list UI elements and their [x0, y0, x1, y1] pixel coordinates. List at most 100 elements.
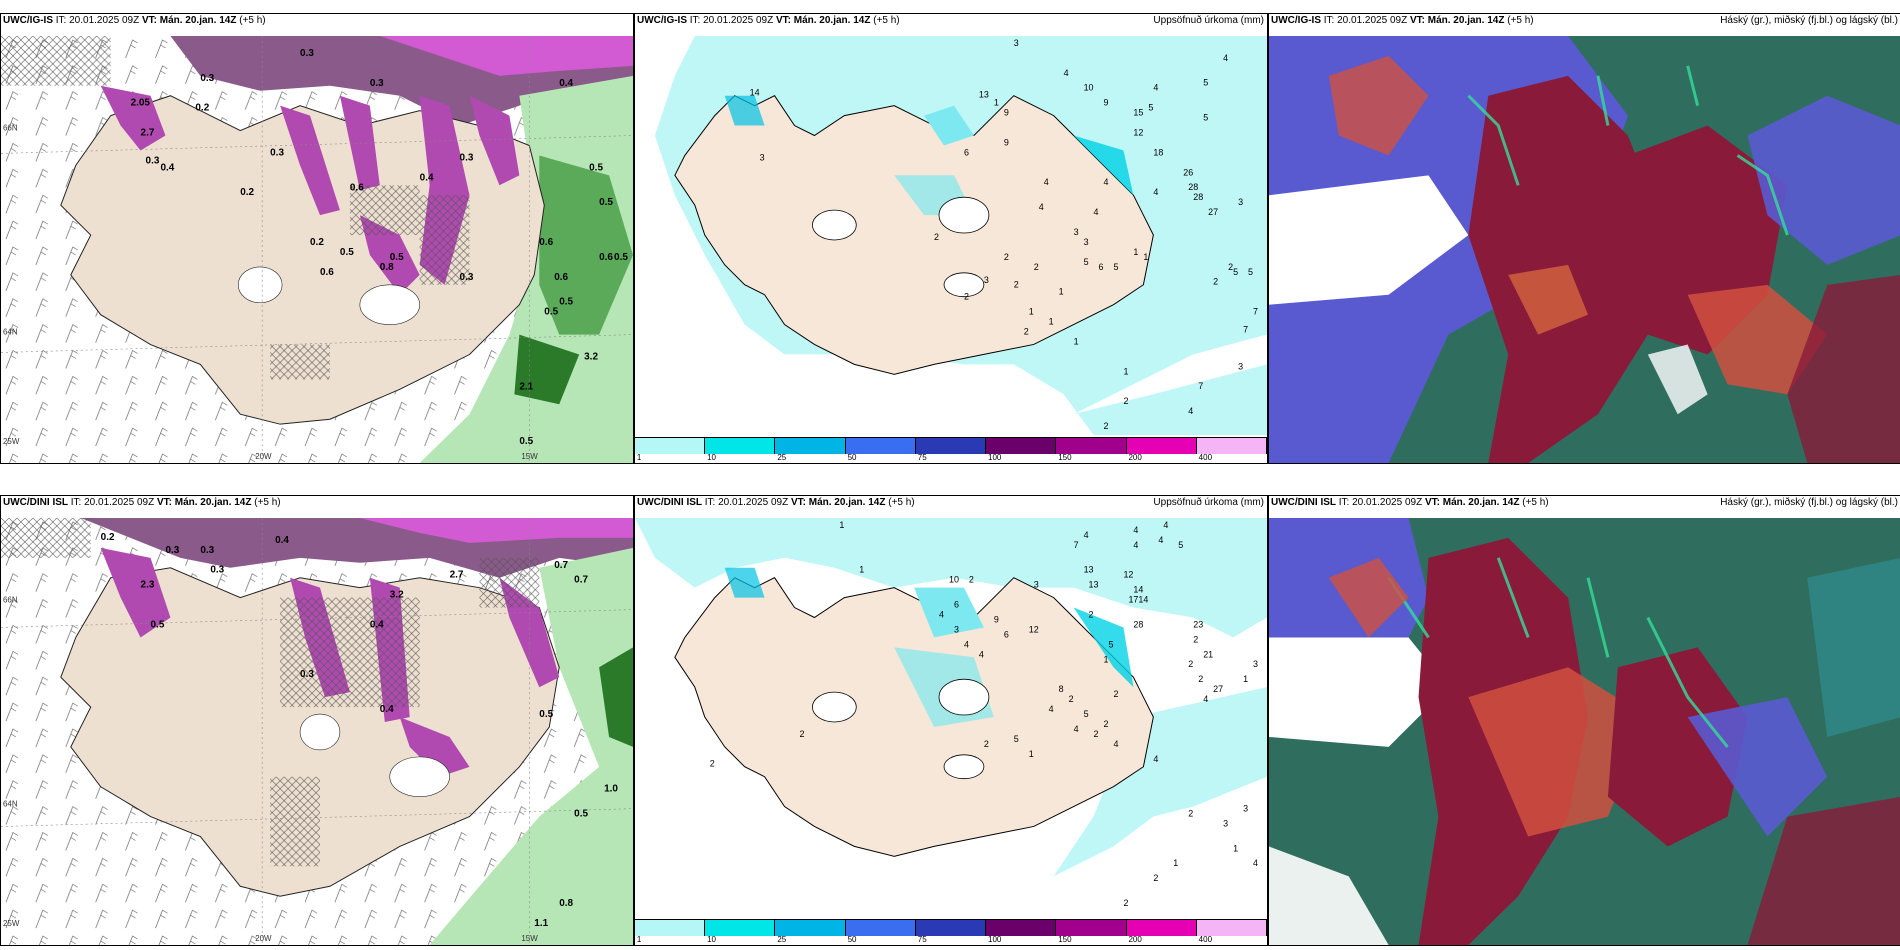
- svg-text:5: 5: [1203, 113, 1208, 123]
- colorbar-label: 100: [988, 935, 1002, 944]
- lon-label: 15W: [521, 934, 538, 943]
- svg-text:2: 2: [1014, 280, 1019, 290]
- colorbar-swatch: [1056, 920, 1127, 936]
- snow-amount-labels: 0.3 0.3 0.2 0.3 2.05 2.7 0.4 0.3 0.6 0.5…: [131, 48, 629, 447]
- colorbar-label: 25: [777, 935, 787, 944]
- svg-text:0.7: 0.7: [554, 560, 568, 571]
- svg-text:0.5: 0.5: [544, 307, 558, 318]
- svg-text:2.7: 2.7: [141, 128, 155, 139]
- svg-text:2: 2: [1123, 396, 1128, 406]
- colorbar-label: 10: [707, 935, 717, 944]
- svg-text:5: 5: [1148, 103, 1153, 113]
- svg-text:0.4: 0.4: [380, 704, 394, 715]
- svg-text:28: 28: [1193, 192, 1203, 202]
- svg-text:0.7: 0.7: [574, 575, 588, 586]
- svg-text:0.2: 0.2: [101, 532, 115, 543]
- svg-text:0.3: 0.3: [460, 272, 474, 283]
- svg-text:0.6: 0.6: [599, 252, 613, 263]
- svg-text:5: 5: [1084, 709, 1089, 719]
- svg-text:0.3: 0.3: [300, 48, 314, 59]
- svg-text:3.2: 3.2: [390, 590, 404, 601]
- svg-text:4: 4: [1158, 535, 1163, 545]
- lat-label: 66N: [3, 596, 18, 605]
- svg-text:6: 6: [1099, 262, 1104, 272]
- svg-text:1: 1: [839, 520, 844, 530]
- svg-text:21: 21: [1203, 649, 1213, 659]
- svg-text:1: 1: [1123, 366, 1128, 376]
- svg-text:2: 2: [799, 729, 804, 739]
- colorbar-swatch: [986, 438, 1057, 454]
- svg-text:0.6: 0.6: [350, 182, 364, 193]
- svg-text:0.5: 0.5: [614, 252, 628, 263]
- svg-text:2: 2: [1004, 252, 1009, 262]
- panel-title: UWC/IG-IS IT: 20.01.2025 09Z VT: Mán. 20…: [1271, 15, 1534, 26]
- svg-text:8: 8: [1059, 684, 1064, 694]
- svg-text:2.1: 2.1: [519, 381, 533, 392]
- svg-text:3.2: 3.2: [584, 351, 598, 362]
- map-panel-clouds-igis: UWC/IG-IS IT: 20.01.2025 09Z VT: Mán. 20…: [1268, 13, 1900, 464]
- svg-text:1: 1: [1059, 287, 1064, 297]
- svg-text:0.8: 0.8: [559, 898, 573, 909]
- svg-text:14: 14: [1138, 595, 1148, 605]
- wind-snow-map[interactable]: 0.3 0.3 0.2 0.3 2.05 2.7 0.4 0.3 0.6 0.5…: [1, 36, 633, 463]
- svg-text:0.3: 0.3: [210, 565, 224, 576]
- svg-text:3: 3: [984, 275, 989, 285]
- svg-text:0.2: 0.2: [240, 187, 254, 198]
- svg-text:0.2: 0.2: [310, 237, 324, 248]
- colorbar-label: 400: [1198, 453, 1213, 462]
- colorbar-swatch: [1196, 438, 1267, 454]
- svg-text:2: 2: [1198, 674, 1203, 684]
- colorbar-label: 400: [1198, 935, 1213, 944]
- svg-text:2: 2: [1069, 694, 1074, 704]
- colorbar-label: 75: [917, 453, 927, 462]
- svg-text:1: 1: [1074, 336, 1079, 346]
- colorbar-swatch: [1056, 438, 1127, 454]
- colorbar-swatch: [775, 438, 846, 454]
- svg-text:0.5: 0.5: [340, 247, 354, 258]
- svg-text:4: 4: [1084, 530, 1089, 540]
- svg-text:1.1: 1.1: [534, 918, 548, 929]
- svg-text:13: 13: [1084, 565, 1094, 575]
- svg-text:18: 18: [1153, 147, 1163, 157]
- svg-text:0.4: 0.4: [559, 78, 573, 89]
- colorbar-swatch: [635, 438, 706, 454]
- colorbar-label: 200: [1128, 935, 1142, 944]
- clouds-map[interactable]: [1269, 518, 1900, 945]
- precip-colorbar: 1 10 25 50 75 100 150 200 400: [635, 437, 1267, 463]
- svg-text:12: 12: [1123, 570, 1133, 580]
- svg-text:3: 3: [954, 624, 959, 634]
- svg-text:4: 4: [1163, 520, 1168, 530]
- svg-text:4: 4: [1188, 406, 1193, 416]
- svg-text:0.5: 0.5: [599, 197, 613, 208]
- svg-text:1: 1: [994, 98, 999, 108]
- svg-text:2: 2: [1213, 277, 1218, 287]
- svg-text:1: 1: [1133, 247, 1138, 257]
- svg-text:7: 7: [1253, 307, 1258, 317]
- svg-text:0.4: 0.4: [420, 172, 434, 183]
- svg-text:3: 3: [1034, 580, 1039, 590]
- panel-subtitle: Háský (gr.), miðský (fj.bl.) og lágský (…: [1720, 497, 1898, 508]
- precip-map[interactable]: 1 4 4 4 7 4 4 5 1 10 2 13 12 3 13 14 17 …: [635, 518, 1267, 917]
- svg-text:5: 5: [1084, 257, 1089, 267]
- colorbar-label: 25: [777, 453, 787, 462]
- precip-map[interactable]: 3 4 4 10 9 5 5 4 15 1 13 9 12 14 3 6 9 1…: [635, 36, 1267, 435]
- svg-text:2: 2: [969, 575, 974, 585]
- colorbar-swatch: [915, 438, 987, 454]
- svg-text:3: 3: [1243, 804, 1248, 814]
- svg-text:0.3: 0.3: [200, 545, 214, 556]
- svg-text:2: 2: [1228, 262, 1233, 272]
- svg-text:2: 2: [1104, 719, 1109, 729]
- colorbar-swatch: [1126, 920, 1197, 936]
- iceland-landmass: [674, 95, 1154, 375]
- panel-subtitle: Uppsöfnuð úrkoma (mm): [1153, 15, 1264, 26]
- clouds-map[interactable]: [1269, 36, 1900, 463]
- svg-text:3: 3: [1084, 237, 1089, 247]
- svg-text:0.6: 0.6: [320, 267, 334, 278]
- svg-text:28: 28: [1188, 182, 1198, 192]
- lon-label: 20W: [255, 934, 272, 943]
- svg-text:0.5: 0.5: [559, 297, 573, 308]
- wind-snow-map[interactable]: 0.2 0.3 0.3 0.4 0.3 2.7 3.2 2.3 0.7 0.7 …: [1, 518, 633, 945]
- svg-text:7: 7: [1074, 540, 1079, 550]
- svg-text:4: 4: [1153, 187, 1158, 197]
- panel-subtitle: Uppsöfnuð úrkoma (mm): [1153, 497, 1264, 508]
